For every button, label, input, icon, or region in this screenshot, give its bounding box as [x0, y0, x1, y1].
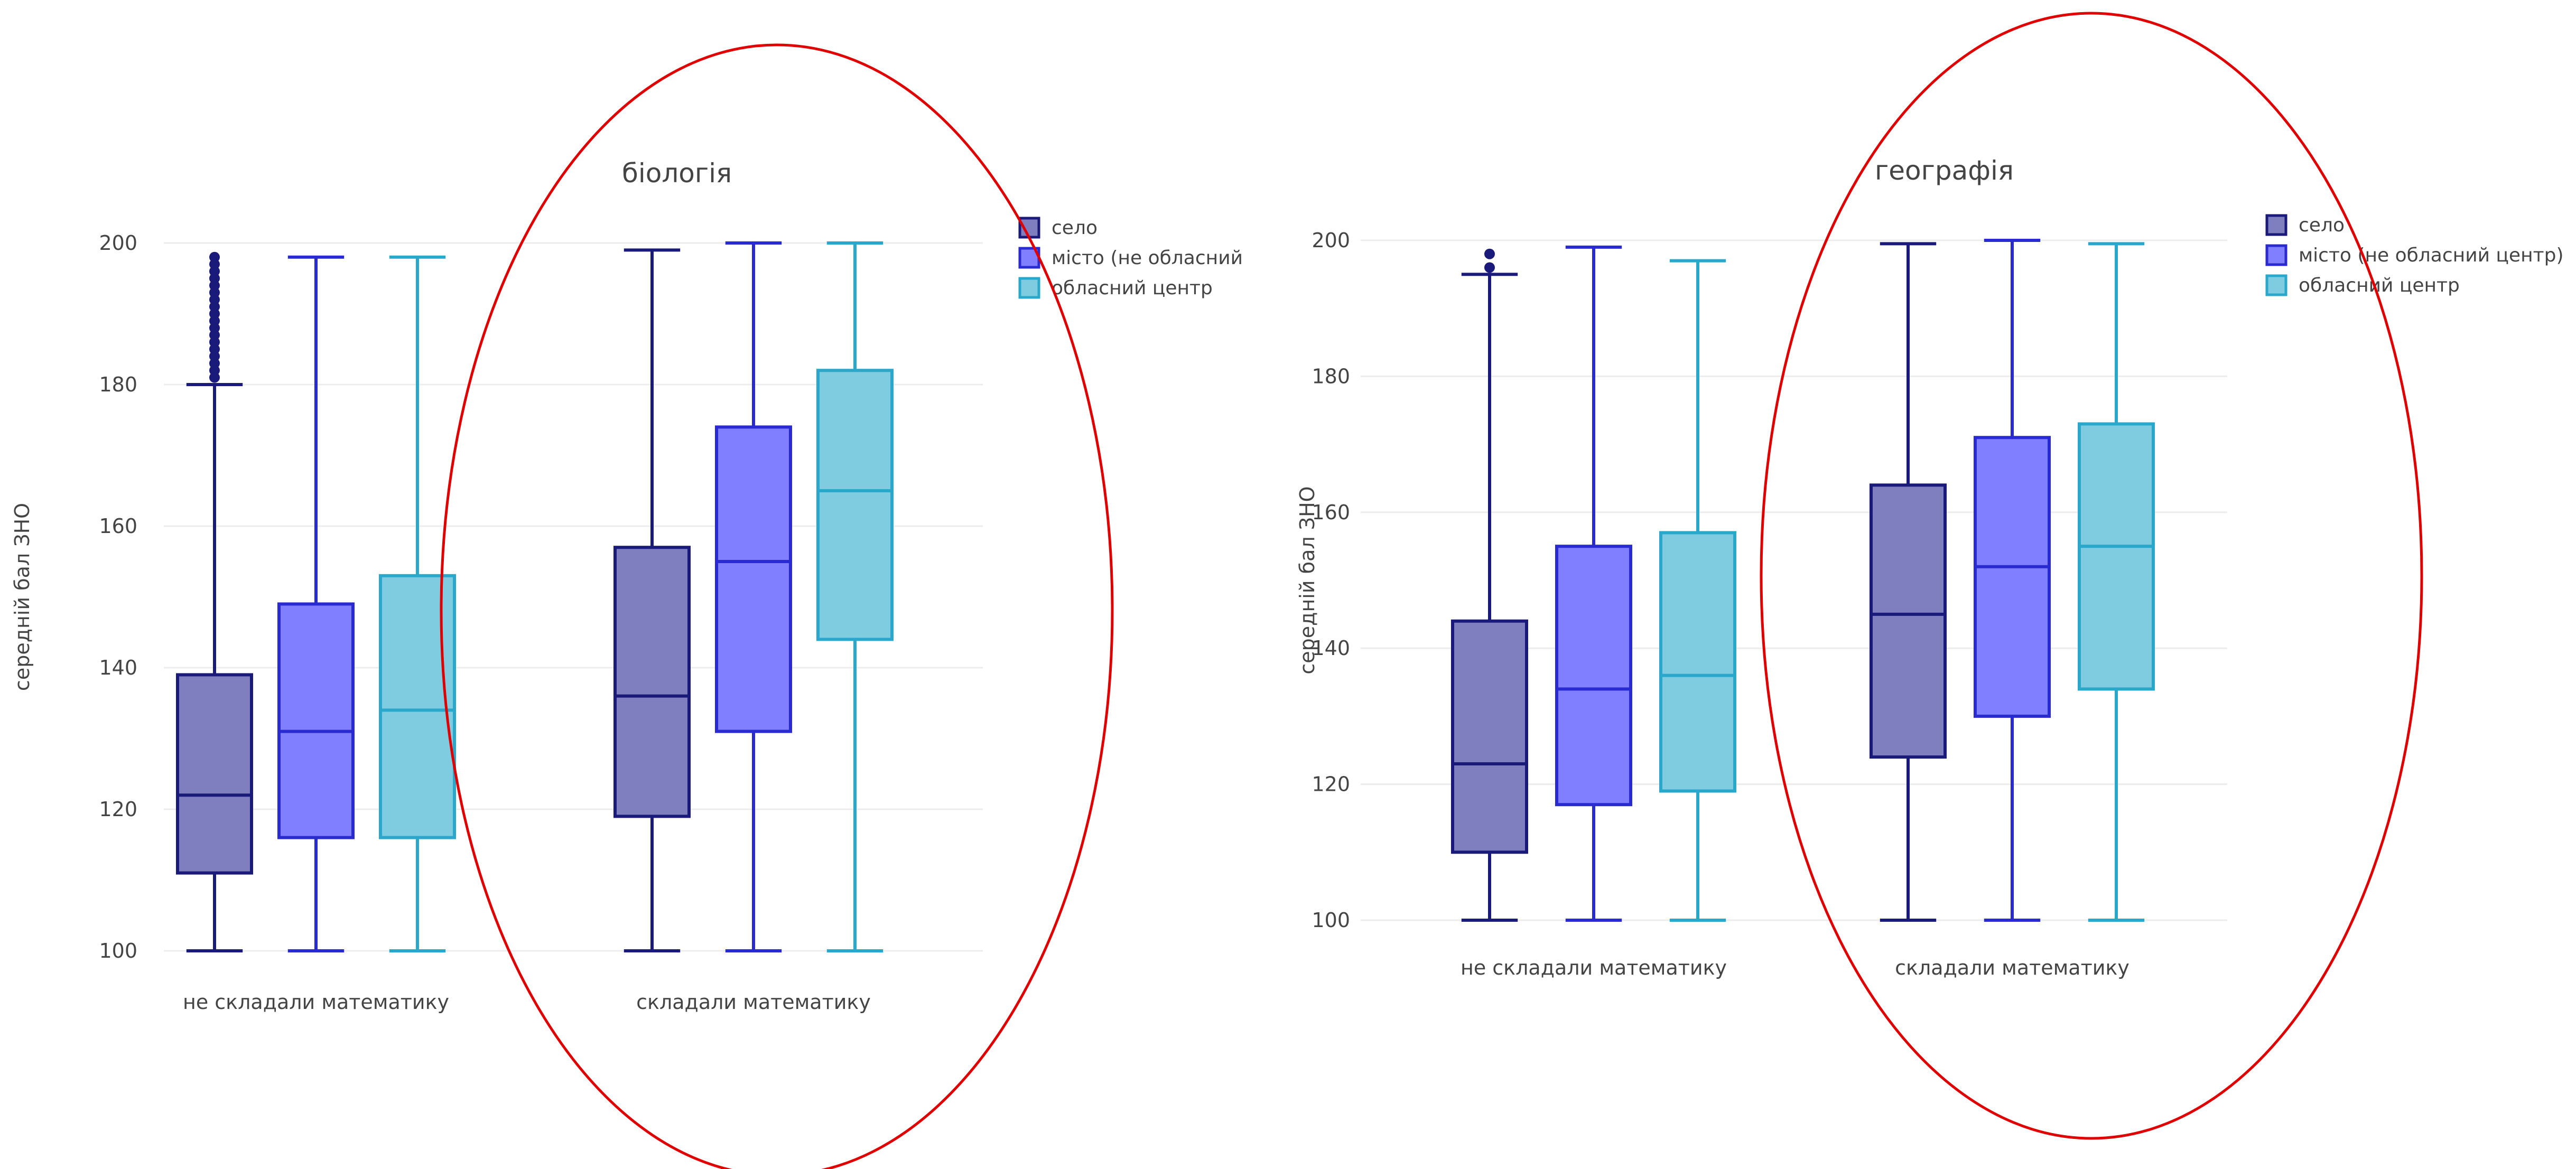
- box-1-1: [715, 241, 792, 952]
- box-iqr: [176, 673, 253, 875]
- box-1-0: [277, 255, 355, 952]
- box-0-0: [176, 251, 253, 952]
- y-tick-label: 100: [1312, 909, 1350, 932]
- box-iqr: [2078, 422, 2155, 691]
- chart-title: біологія: [622, 158, 732, 189]
- box-iqr: [1870, 483, 1947, 759]
- legend-label: обласний центр: [2299, 275, 2460, 296]
- legend-swatch: [2265, 244, 2287, 266]
- box-0-1: [613, 248, 691, 952]
- category-label: складали математику: [1895, 956, 2129, 979]
- highlight-annotations: [440, 12, 2423, 1169]
- box-0-1: [1870, 242, 1947, 922]
- legend-label: місто (не обласний: [1052, 247, 1243, 269]
- box-iqr: [1974, 436, 2051, 718]
- y-tick-label: 100: [99, 939, 137, 962]
- legend-label: село: [2299, 214, 2345, 236]
- legend-label: місто (не обласний центр): [2299, 245, 2564, 266]
- box-iqr: [1451, 619, 1528, 854]
- chart-biology: 100 120 140 160 180 200 біологія середній бал З…: [11, 158, 1243, 1014]
- category-label: не складали математику: [1461, 956, 1727, 979]
- box-iqr: [1659, 531, 1736, 793]
- y-tick-label: 180: [99, 373, 137, 396]
- box-2-0: [1659, 259, 1736, 922]
- category-label: не складали математику: [183, 990, 449, 1014]
- box-iqr: [816, 369, 894, 641]
- y-tick-label: 200: [1312, 229, 1350, 252]
- box-iqr: [715, 425, 792, 733]
- y-tick-label: 160: [1312, 501, 1350, 524]
- outlier-point: [1484, 248, 1495, 259]
- y-tick-label: 120: [99, 798, 137, 821]
- box-2-0: [379, 255, 456, 952]
- y-axis-label: середній бал ЗНО: [11, 503, 34, 691]
- y-axis-label: середній бал ЗНО: [1296, 486, 1319, 674]
- y-tick-label: 140: [1312, 637, 1350, 660]
- box-iqr: [1555, 545, 1632, 807]
- box-0-0: [1451, 248, 1528, 922]
- outlier-point: [209, 251, 220, 263]
- y-tick-label: 200: [99, 231, 137, 255]
- legend-swatch: [2265, 214, 2287, 236]
- y-tick-label: 180: [1312, 364, 1350, 388]
- category-label: складали математику: [636, 990, 871, 1014]
- highlight-ellipse-biology: [440, 43, 1114, 1169]
- chart-geography: 100 120 140 160 180 200 географія середній бал …: [1296, 155, 2564, 979]
- box-2-1: [2078, 242, 2155, 922]
- legend-swatch: [2265, 274, 2287, 296]
- box-1-1: [1974, 239, 2051, 922]
- chart-title: географія: [1875, 155, 2014, 186]
- y-tick-label: 120: [1312, 773, 1350, 796]
- box-2-1: [816, 241, 894, 952]
- legend-label: обласний центр: [1052, 277, 1213, 299]
- y-tick-label: 160: [99, 515, 137, 538]
- legend-label: село: [1052, 217, 1098, 239]
- highlight-ellipse-geography: [1760, 12, 2423, 1140]
- legend-swatch: [1018, 277, 1040, 299]
- y-tick-label: 140: [99, 656, 137, 679]
- box-iqr: [277, 602, 355, 839]
- outlier-point: [1484, 262, 1495, 273]
- box-iqr: [613, 546, 691, 818]
- box-iqr: [379, 574, 456, 839]
- box-1-0: [1555, 245, 1632, 922]
